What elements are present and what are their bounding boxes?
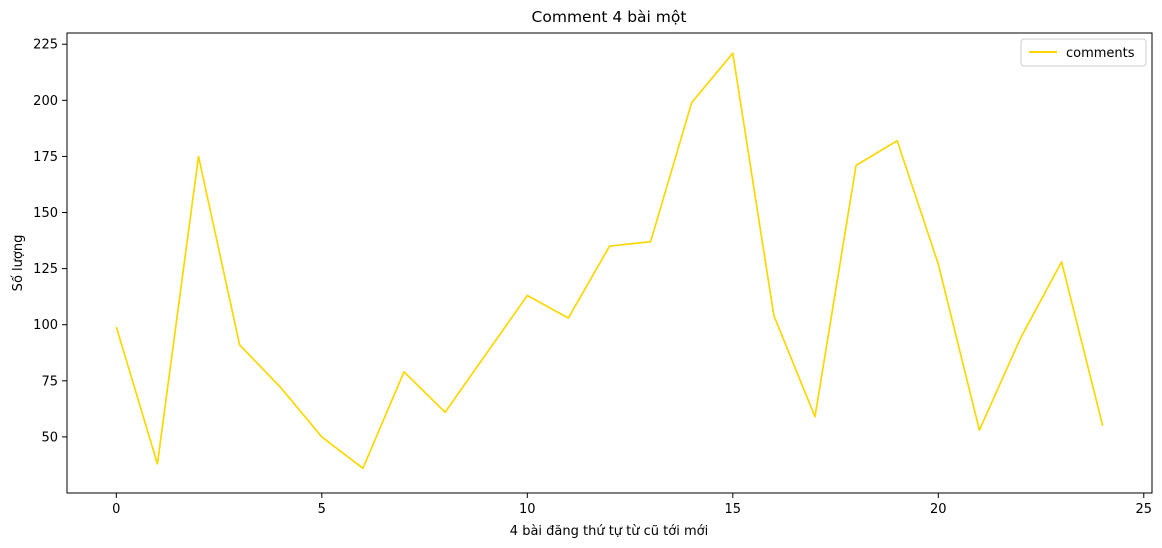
y-tick-label: 200 — [33, 94, 58, 109]
x-tick-label: 25 — [1136, 502, 1153, 517]
y-tick-label: 225 — [33, 38, 58, 53]
x-tick-label: 20 — [930, 502, 947, 517]
series-line-comments — [115, 52, 1104, 470]
x-tick-label: 10 — [519, 502, 536, 517]
y-axis-label: Số lượng — [11, 235, 26, 292]
x-tick-label: 0 — [112, 502, 120, 517]
y-tick-label: 100 — [33, 318, 58, 333]
y-tick-label: 125 — [33, 262, 58, 277]
y-tick-label: 175 — [33, 150, 58, 165]
y-axis-ticks: 50 75 100 125 150 175 200 225 — [33, 38, 67, 445]
series-layer — [115, 52, 1104, 470]
x-axis-label: 4 bài đăng thứ tự từ cũ tới mới — [510, 524, 708, 539]
y-tick-label: 75 — [41, 374, 58, 389]
x-axis-ticks: 0 5 10 15 20 25 — [112, 493, 1152, 517]
legend: comments — [1020, 38, 1147, 67]
y-tick-label: 50 — [41, 430, 58, 445]
y-tick-label: 150 — [33, 206, 58, 221]
plot-area — [66, 32, 1153, 494]
x-tick-label: 5 — [318, 502, 326, 517]
legend-box — [1020, 38, 1147, 67]
chart-title: Comment 4 bài một — [532, 8, 687, 26]
legend-label-comments: comments — [1066, 46, 1135, 61]
x-tick-label: 15 — [725, 502, 742, 517]
